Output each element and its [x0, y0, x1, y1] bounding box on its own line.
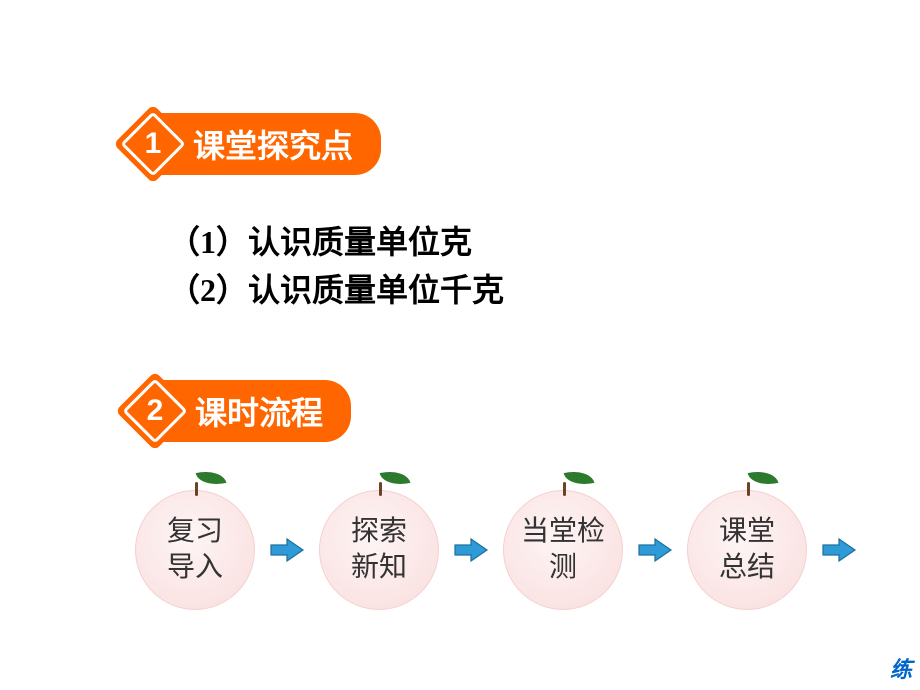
flow-node-label: 课堂总结	[719, 514, 775, 587]
section2-number: 2	[147, 394, 164, 428]
flow-node-label: 探索新知	[351, 514, 407, 587]
section1-badge: 1	[125, 116, 181, 172]
flow-arrow-icon	[637, 536, 673, 564]
section1-header: 1 课堂探究点	[125, 113, 381, 175]
content-line-1: （1）认识质量单位克	[168, 218, 504, 266]
flow-node-label-line2: 新知	[351, 550, 407, 586]
content-block: （1）认识质量单位克 （2）认识质量单位千克	[168, 218, 504, 314]
flow-item: 复习导入	[135, 490, 305, 610]
apple-stem-icon	[379, 482, 382, 496]
flow-node-label-line2: 总结	[719, 550, 775, 586]
flow-node: 复习导入	[135, 490, 255, 610]
flow-node-label-line1: 当堂检	[521, 514, 605, 550]
flow-node-label-line2: 测	[521, 550, 605, 586]
flow-node-label-line1: 探索	[351, 514, 407, 550]
content-line-2: （2）认识质量单位千克	[168, 266, 504, 314]
apple-leaf-icon	[564, 467, 595, 488]
section2-header: 2 课时流程	[127, 380, 351, 442]
flow-node: 课堂总结	[687, 490, 807, 610]
flow-item: 探索新知	[319, 490, 489, 610]
flow-node: 探索新知	[319, 490, 439, 610]
flow-item: 当堂检测	[503, 490, 673, 610]
flow-arrow-icon	[269, 536, 305, 564]
apple-stem-icon	[747, 482, 750, 496]
section2-badge: 2	[127, 383, 183, 439]
apple-leaf-icon	[196, 467, 227, 488]
flow-item: 课堂总结	[687, 490, 857, 610]
apple-stem-icon	[563, 482, 566, 496]
flow-node-label-line1: 课堂	[719, 514, 775, 550]
corner-label: 练	[890, 652, 912, 684]
apple-stem-icon	[195, 482, 198, 496]
apple-leaf-icon	[380, 467, 411, 488]
flow-node-label-line2: 导入	[167, 550, 223, 586]
flow-arrow-icon	[453, 536, 489, 564]
flow-container: 复习导入 探索新知 当堂检测 课堂总结	[135, 490, 857, 610]
flow-node-label: 复习导入	[167, 514, 223, 587]
flow-node-label: 当堂检测	[521, 514, 605, 587]
section1-number: 1	[145, 127, 162, 161]
flow-arrow-icon	[821, 536, 857, 564]
flow-node: 当堂检测	[503, 490, 623, 610]
flow-node-label-line1: 复习	[167, 514, 223, 550]
apple-leaf-icon	[748, 467, 779, 488]
